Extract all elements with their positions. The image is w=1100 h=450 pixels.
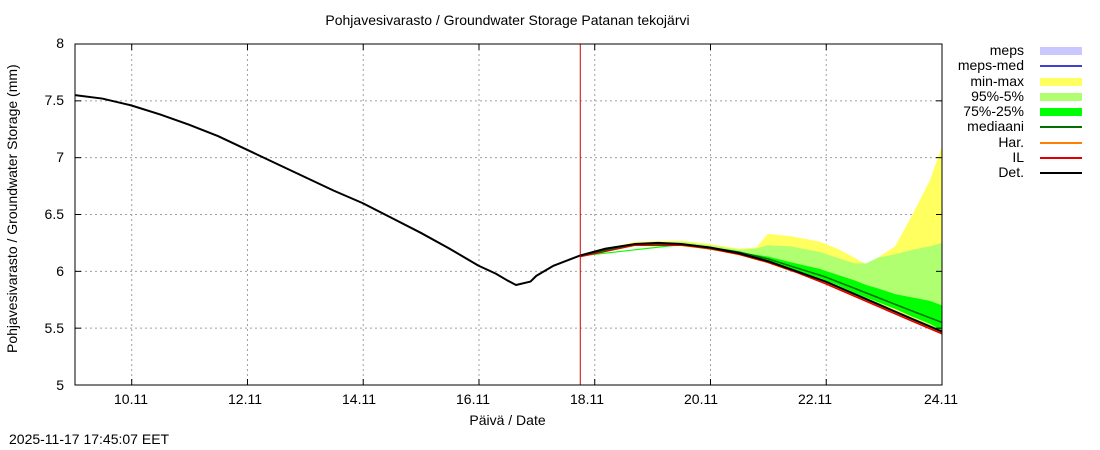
y-tick: 5 bbox=[56, 377, 64, 393]
y-tick: 6.5 bbox=[44, 206, 64, 222]
legend-swatch bbox=[1040, 77, 1082, 86]
y-tick: 6 bbox=[56, 263, 64, 279]
x-tick: 22.11 bbox=[798, 391, 832, 407]
legend-item-mediaani: mediaani bbox=[940, 119, 1090, 134]
axis-ticks bbox=[75, 43, 943, 386]
series-lines bbox=[74, 94, 943, 335]
legend-item-det: Det. bbox=[940, 165, 1090, 180]
x-tick: 10.11 bbox=[114, 391, 148, 407]
legend-swatch bbox=[1040, 92, 1082, 101]
y-tick: 7 bbox=[56, 149, 64, 165]
chart-title: Pohjavesivarasto / Groundwater Storage P… bbox=[325, 12, 690, 28]
legend-swatch bbox=[1040, 157, 1082, 160]
x-tick: 12.11 bbox=[228, 391, 262, 407]
y-tick: 5.5 bbox=[44, 320, 64, 336]
legend-item-meps: meps bbox=[940, 43, 1090, 58]
legend-swatch bbox=[1040, 141, 1082, 144]
legend-swatch bbox=[1040, 47, 1082, 55]
legend-item-95-5: 95%-5% bbox=[940, 88, 1090, 104]
legend-swatch bbox=[1040, 126, 1082, 129]
legend: meps meps-med min-max 95%-5% 75%-25% med… bbox=[940, 43, 1090, 181]
forecast-bands bbox=[580, 146, 942, 333]
legend-swatch bbox=[1040, 65, 1082, 68]
x-tick: 18.11 bbox=[570, 391, 604, 407]
legend-swatch bbox=[1040, 108, 1082, 117]
legend-item-il: IL bbox=[940, 150, 1090, 165]
y-tick: 8 bbox=[56, 35, 64, 51]
x-tick: 16.11 bbox=[456, 391, 490, 407]
x-axis-label: Päivä / Date bbox=[469, 412, 546, 428]
y-tick: 7.5 bbox=[44, 92, 64, 108]
legend-swatch bbox=[1040, 172, 1082, 175]
grid-lines bbox=[75, 44, 942, 385]
legend-item-har: Har. bbox=[940, 134, 1090, 150]
legend-item-min-max: min-max bbox=[940, 73, 1090, 89]
legend-item-75-25: 75%-25% bbox=[940, 104, 1090, 119]
x-tick: 24.11 bbox=[924, 391, 958, 407]
x-tick: 20.11 bbox=[684, 391, 718, 407]
x-tick: 14.11 bbox=[342, 391, 376, 407]
timestamp: 2025-11-17 17:45:07 EET bbox=[9, 431, 170, 447]
legend-item-meps-med: meps-med bbox=[940, 58, 1090, 73]
